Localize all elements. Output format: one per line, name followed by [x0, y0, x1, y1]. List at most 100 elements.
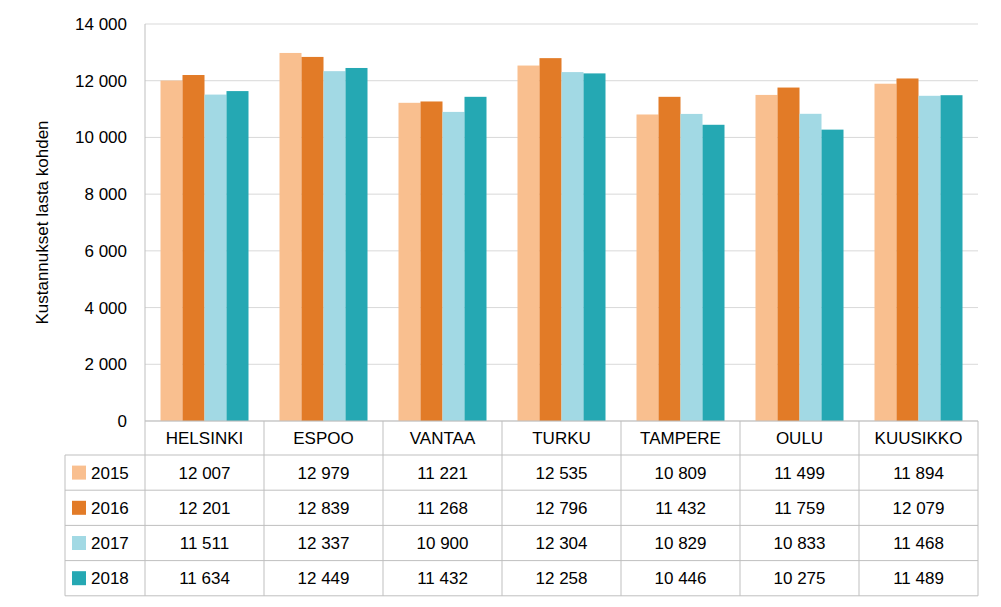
bar: [346, 68, 368, 421]
bar: [161, 81, 183, 421]
bar: [540, 58, 562, 421]
table-value: 12 839: [298, 499, 350, 518]
category-label: KUUSIKKO: [875, 429, 963, 448]
bar: [637, 114, 659, 421]
category-label: TURKU: [532, 429, 591, 448]
category-label: OULU: [776, 429, 823, 448]
bar: [443, 112, 465, 421]
bar: [875, 84, 897, 421]
legend-swatch: [72, 501, 86, 515]
table-line: [65, 525, 978, 526]
table-value: 12 979: [298, 464, 350, 483]
bar: [897, 78, 919, 421]
x-axis-line: [145, 421, 978, 422]
bar: [562, 72, 584, 421]
table-value: 12 337: [298, 534, 350, 553]
legend-label: 2018: [91, 569, 129, 588]
table-value: 11 759: [774, 499, 825, 518]
y-tick-label: 14 000: [75, 15, 127, 34]
table-value: 12 079: [893, 499, 945, 518]
table-line: [65, 595, 978, 596]
table-value: 12 007: [179, 464, 231, 483]
table-value: 11 499: [774, 464, 825, 483]
bar: [324, 71, 346, 421]
table-value: 12 449: [298, 569, 350, 588]
bar: [659, 97, 681, 421]
table-value: 12 258: [536, 569, 588, 588]
table-line: [145, 421, 146, 596]
y-tick-label: 4 000: [84, 299, 127, 318]
category-label: VANTAA: [410, 429, 476, 448]
bar: [941, 95, 963, 421]
bar: [822, 130, 844, 421]
table-value: 11 221: [417, 464, 468, 483]
grid-line: [145, 24, 978, 25]
y-tick-label: 8 000: [84, 185, 127, 204]
bar: [681, 114, 703, 421]
bar: [756, 95, 778, 421]
table-value: 10 446: [655, 569, 707, 588]
legend-label: 2017: [91, 534, 129, 553]
table-line: [740, 421, 741, 596]
chart: 0 2 000 4 000 6 000 8 000 10 000 12 000 14 000 K…: [0, 0, 1001, 607]
table-value: 10 833: [774, 534, 826, 553]
table-value: 10 829: [655, 534, 707, 553]
table-value: 10 809: [655, 464, 707, 483]
table-value: 12 304: [536, 534, 588, 553]
bar: [518, 66, 540, 421]
legend-swatch: [72, 466, 86, 480]
y-tick-label: 2 000: [84, 355, 127, 374]
table-value: 12 535: [536, 464, 588, 483]
table-value: 11 894: [893, 464, 944, 483]
legend-swatch: [72, 536, 86, 550]
table-line: [621, 421, 622, 596]
table-value: 10 900: [417, 534, 469, 553]
legend-label: 2016: [91, 499, 129, 518]
table-value: 11 268: [417, 499, 468, 518]
data-table: HELSINKI ESPOO VANTAA TURKU TAMPERE OULU KUUSI…: [65, 421, 978, 596]
table-line: [65, 455, 978, 456]
category-label: HELSINKI: [166, 429, 243, 448]
legend-label: 2015: [91, 464, 129, 483]
table-value: 12 201: [179, 499, 231, 518]
bar: [399, 103, 421, 421]
category-label: TAMPERE: [640, 429, 721, 448]
bars: [161, 53, 963, 421]
bar: [280, 53, 302, 421]
y-tick-label: 10 000: [75, 128, 127, 147]
table-line: [383, 421, 384, 596]
y-axis-line: [145, 24, 146, 421]
bar: [227, 91, 249, 421]
y-tick-label: 0: [118, 412, 127, 431]
table-line: [65, 490, 978, 491]
table-value: 11 634: [179, 569, 230, 588]
y-tick-label: 6 000: [84, 242, 127, 261]
y-tick-label: 12 000: [75, 72, 127, 91]
table-line: [859, 421, 860, 596]
bar: [205, 95, 227, 421]
bar: [778, 88, 800, 421]
bar: [584, 73, 606, 421]
table-line: [978, 421, 979, 596]
table-value: 11 468: [893, 534, 944, 553]
legend-swatch: [72, 571, 86, 585]
bar: [183, 75, 205, 421]
table-value: 11 511: [180, 534, 229, 553]
bar: [465, 97, 487, 421]
table-line: [65, 560, 978, 561]
table-line: [502, 421, 503, 596]
bar: [302, 57, 324, 421]
table-line: [264, 421, 265, 596]
table-value: 11 432: [417, 569, 468, 588]
table-value: 12 796: [536, 499, 588, 518]
grid-line: [145, 421, 978, 422]
table-value: 11 489: [893, 569, 944, 588]
table-value: 10 275: [774, 569, 826, 588]
bar: [703, 125, 725, 421]
bar: [919, 96, 941, 421]
bar: [421, 101, 443, 421]
table-value: 11 432: [655, 499, 706, 518]
category-label: ESPOO: [293, 429, 353, 448]
bar: [800, 114, 822, 421]
y-axis-label: Kustannukset lasta kohden: [33, 120, 52, 324]
